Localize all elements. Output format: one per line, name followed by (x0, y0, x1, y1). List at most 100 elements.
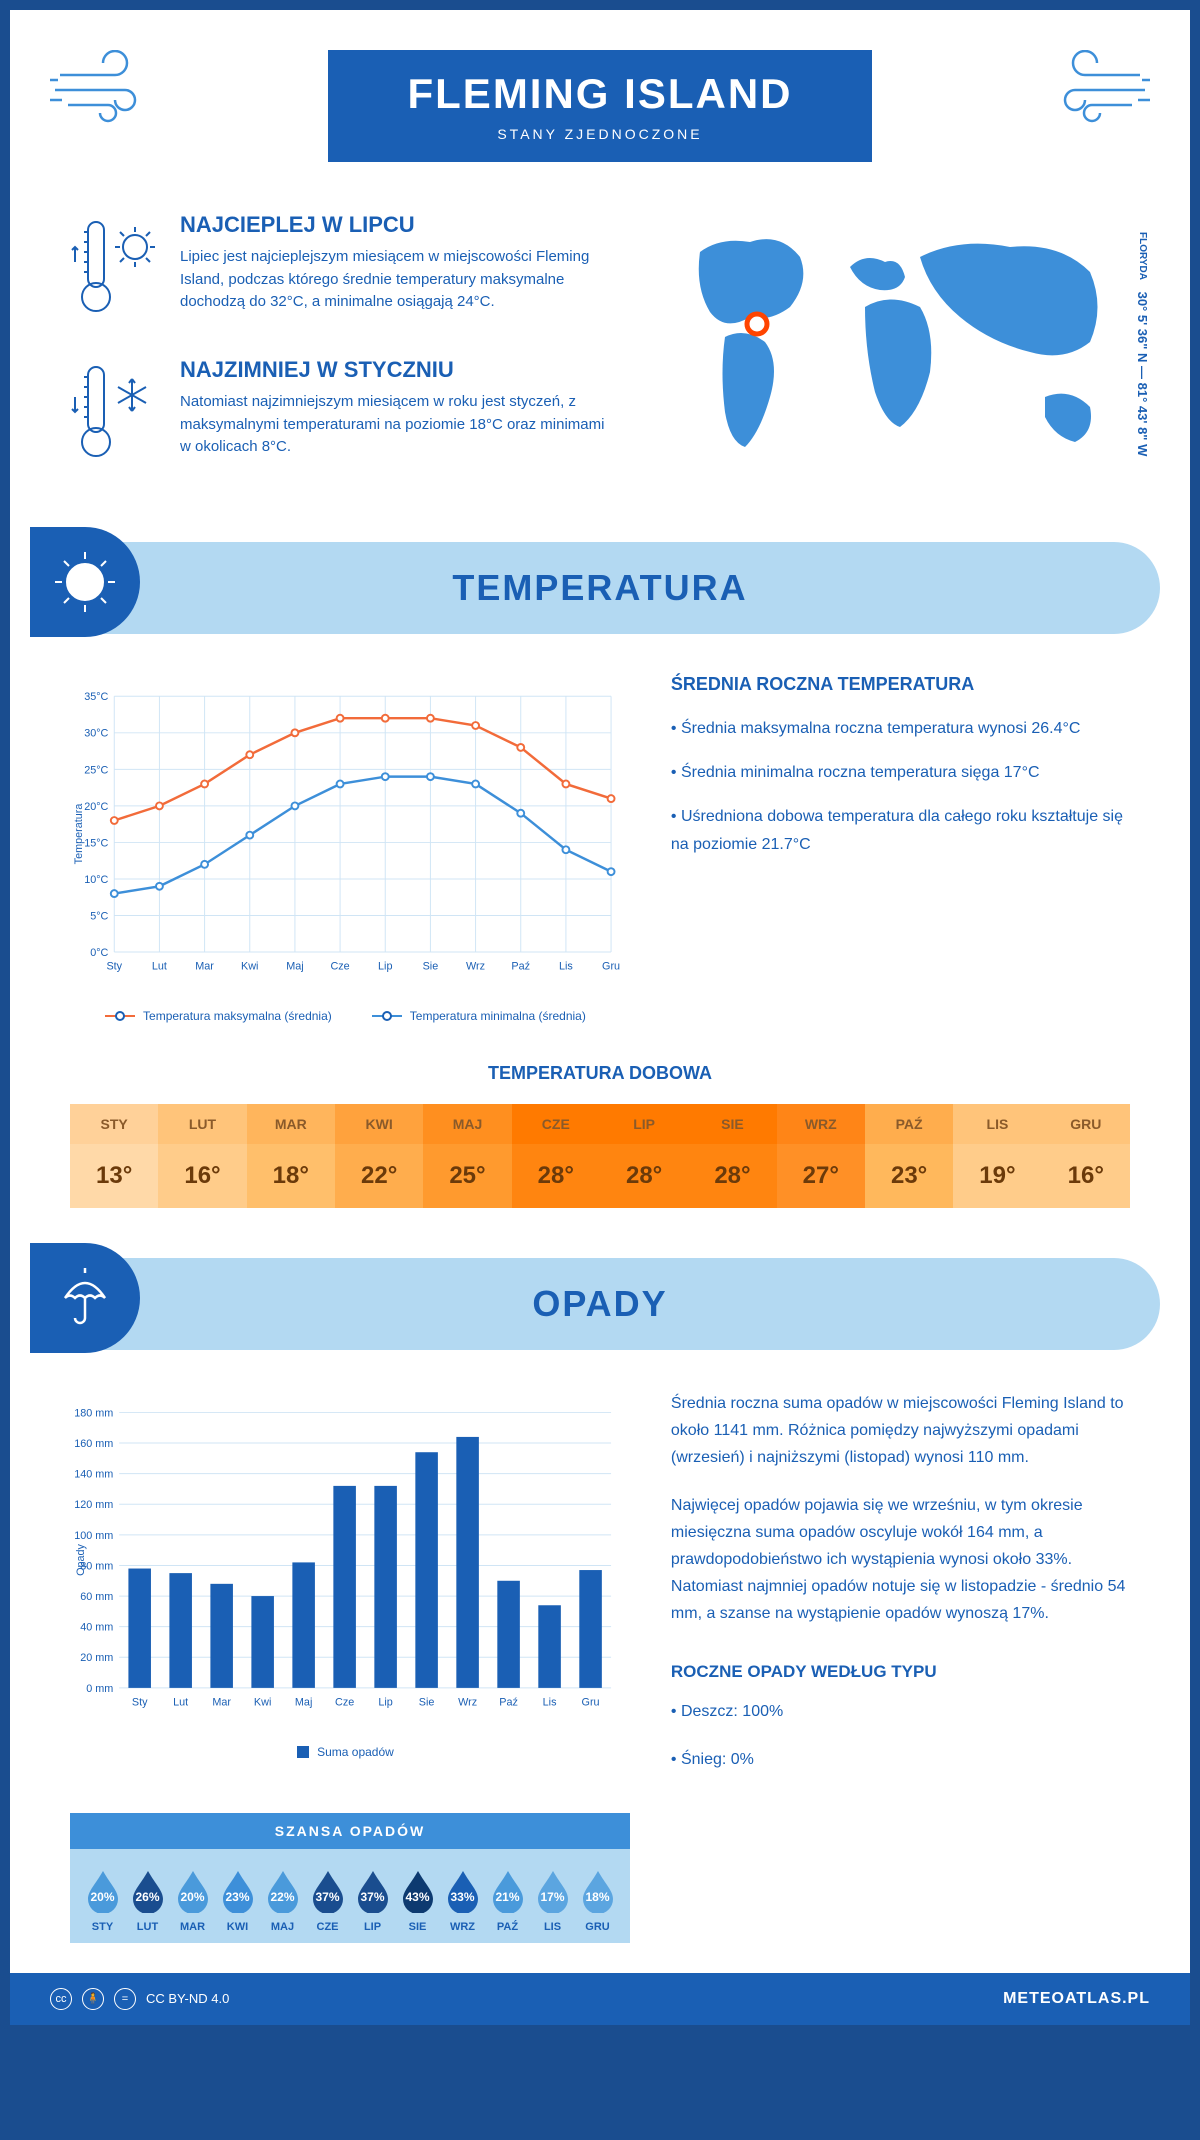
svg-text:Gru: Gru (582, 1697, 600, 1709)
cc-icon: cc (50, 1988, 72, 2010)
svg-text:Cze: Cze (335, 1697, 354, 1709)
svg-text:Wrz: Wrz (466, 961, 485, 973)
chance-drop: 43% SIE (400, 1869, 436, 1933)
daily-temperature-table: TEMPERATURA DOBOWA STY 13° LUT 16° MAR 1… (10, 1063, 1190, 1258)
warmest-title: NAJCIEPLEJ W LIPCU (180, 212, 610, 238)
svg-text:Sty: Sty (132, 1697, 148, 1709)
temp-info-title: ŚREDNIA ROCZNA TEMPERATURA (671, 674, 1130, 695)
legend-max: .legend-swatch::before{border-color:inhe… (105, 1009, 332, 1023)
svg-text:15°C: 15°C (84, 837, 108, 849)
svg-text:160 mm: 160 mm (74, 1438, 113, 1450)
precipitation-bar-chart: 0 mm20 mm40 mm60 mm80 mm100 mm120 mm140 … (70, 1390, 621, 1793)
map-block: FLORYDA 30° 5' 36" N — 81° 43' 8" W (650, 212, 1130, 502)
svg-text:Kwi: Kwi (241, 961, 258, 973)
svg-text:Gru: Gru (602, 961, 620, 973)
temperature-line-chart: 0°C5°C10°C15°C20°C25°C30°C35°CStyLutMarK… (70, 674, 621, 1023)
infographic-page: FLEMING ISLAND STANY ZJEDNOCZONE NAJCIEP… (0, 0, 1200, 2035)
warmest-text: Lipiec jest najcieplejszym miesiącem w m… (180, 246, 610, 314)
title-banner: FLEMING ISLAND STANY ZJEDNOCZONE (328, 50, 873, 162)
svg-text:Mar: Mar (195, 961, 214, 973)
svg-text:Maj: Maj (286, 961, 303, 973)
temp-info-item: • Średnia maksymalna roczna temperatura … (671, 715, 1130, 744)
temp-cell: MAJ 25° (423, 1104, 511, 1208)
daily-temp-title: TEMPERATURA DOBOWA (70, 1063, 1130, 1084)
svg-text:120 mm: 120 mm (74, 1499, 113, 1511)
precipitation-chance-box: SZANSA OPADÓW 20% STY 26% LUT 20% MAR (70, 1813, 630, 1943)
chance-drop: 33% WRZ (445, 1869, 481, 1933)
intro-section: NAJCIEPLEJ W LIPCU Lipiec jest najcieple… (10, 192, 1190, 542)
chance-drop: 26% LUT (130, 1869, 166, 1933)
nd-icon: = (114, 1988, 136, 2010)
world-map-icon (650, 212, 1130, 492)
svg-text:Lut: Lut (173, 1697, 188, 1709)
svg-text:Lut: Lut (152, 961, 167, 973)
svg-text:Lip: Lip (378, 1697, 392, 1709)
section-title: TEMPERATURA (40, 567, 1160, 609)
temperature-section-header: TEMPERATURA (40, 542, 1160, 634)
temp-info-item: • Średnia minimalna roczna temperatura s… (671, 759, 1130, 788)
precipitation-section-header: OPADY (40, 1258, 1160, 1350)
svg-text:Sie: Sie (419, 1697, 435, 1709)
svg-text:Cze: Cze (330, 961, 349, 973)
precip-type-title: ROCZNE OPADY WEDŁUG TYPU (671, 1658, 1130, 1687)
svg-text:180 mm: 180 mm (74, 1407, 113, 1419)
temp-cell: GRU 16° (1042, 1104, 1130, 1208)
svg-text:Lis: Lis (543, 1697, 557, 1709)
svg-text:Lis: Lis (559, 961, 573, 973)
thermometer-snow-icon (70, 357, 160, 472)
svg-text:20 mm: 20 mm (80, 1652, 113, 1664)
svg-text:Lip: Lip (378, 961, 392, 973)
temperature-info: ŚREDNIA ROCZNA TEMPERATURA • Średnia mak… (671, 674, 1130, 1023)
temp-cell: LIS 19° (953, 1104, 1041, 1208)
svg-text:25°C: 25°C (84, 764, 108, 776)
svg-text:Sty: Sty (106, 961, 122, 973)
precip-p2: Najwięcej opadów pojawia się we wrześniu… (671, 1492, 1130, 1628)
temp-info-item: • Uśredniona dobowa temperatura dla całe… (671, 803, 1130, 861)
chance-drop: 37% LIP (355, 1869, 391, 1933)
coldest-block: NAJZIMNIEJ W STYCZNIU Natomiast najzimni… (70, 357, 610, 472)
precip-type-item: • Deszcz: 100% (671, 1698, 1130, 1725)
coldest-title: NAJZIMNIEJ W STYCZNIU (180, 357, 610, 383)
precip-p1: Średnia roczna suma opadów w miejscowośc… (671, 1390, 1130, 1472)
svg-text:Paź: Paź (499, 1697, 518, 1709)
header: FLEMING ISLAND STANY ZJEDNOCZONE (10, 10, 1190, 192)
temp-cell: STY 13° (70, 1104, 158, 1208)
chance-drop: 21% PAŹ (490, 1869, 526, 1933)
svg-text:60 mm: 60 mm (80, 1591, 113, 1603)
sun-icon (30, 527, 140, 637)
temp-cell: WRZ 27° (777, 1104, 865, 1208)
svg-text:Wrz: Wrz (458, 1697, 477, 1709)
chance-drop: 23% KWI (220, 1869, 256, 1933)
svg-text:Sie: Sie (423, 961, 439, 973)
section-title: OPADY (40, 1283, 1160, 1325)
temp-cell: KWI 22° (335, 1104, 423, 1208)
chance-drop: 18% GRU (580, 1869, 616, 1933)
location-title: FLEMING ISLAND (408, 70, 793, 118)
temp-cell: PAŹ 23° (865, 1104, 953, 1208)
svg-text:0°C: 0°C (90, 947, 108, 959)
umbrella-icon (30, 1243, 140, 1353)
temp-cell: CZE 28° (512, 1104, 600, 1208)
chance-drop: 37% CZE (310, 1869, 346, 1933)
svg-text:0 mm: 0 mm (86, 1683, 113, 1695)
country-subtitle: STANY ZJEDNOCZONE (408, 126, 793, 142)
chance-drop: 20% STY (85, 1869, 121, 1933)
wind-icon (1040, 50, 1150, 135)
temp-cell: SIE 28° (688, 1104, 776, 1208)
svg-text:30°C: 30°C (84, 728, 108, 740)
by-icon: 🧍 (82, 1988, 104, 2010)
svg-text:Temperatura: Temperatura (73, 803, 85, 865)
svg-text:Kwi: Kwi (254, 1697, 271, 1709)
thermometer-sun-icon (70, 212, 160, 327)
precip-type-item: • Śnieg: 0% (671, 1746, 1130, 1773)
precipitation-info: Średnia roczna suma opadów w miejscowośc… (671, 1390, 1130, 1793)
svg-text:140 mm: 140 mm (74, 1469, 113, 1481)
site-name: METEOATLAS.PL (1003, 1990, 1150, 2008)
svg-text:5°C: 5°C (90, 910, 108, 922)
license-text: CC BY-ND 4.0 (146, 1991, 229, 2006)
chance-drop: 22% MAJ (265, 1869, 301, 1933)
temp-cell: LUT 16° (158, 1104, 246, 1208)
svg-text:40 mm: 40 mm (80, 1622, 113, 1634)
temp-cell: MAR 18° (247, 1104, 335, 1208)
svg-text:Maj: Maj (295, 1697, 312, 1709)
